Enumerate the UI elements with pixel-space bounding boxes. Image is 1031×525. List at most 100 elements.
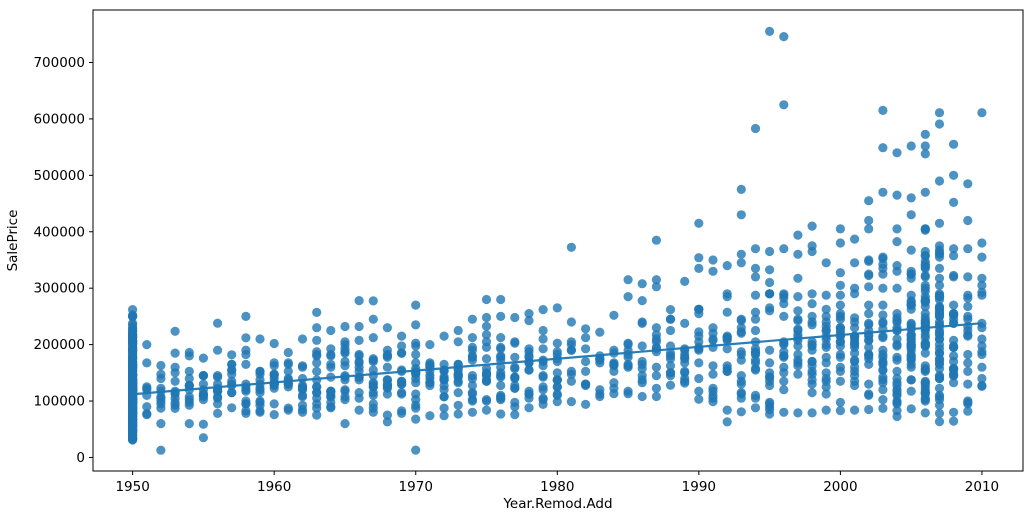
- data-point: [411, 320, 421, 330]
- data-point: [326, 402, 336, 412]
- data-point: [552, 338, 562, 348]
- data-point: [793, 316, 803, 326]
- data-point: [835, 406, 846, 416]
- data-point: [467, 333, 477, 343]
- data-point: [920, 141, 930, 151]
- data-point: [934, 354, 945, 364]
- y-tick-label: 400000: [33, 224, 85, 240]
- data-point: [184, 397, 194, 407]
- data-point: [708, 335, 718, 345]
- data-point: [934, 320, 945, 330]
- data-point: [510, 337, 520, 347]
- data-point: [934, 390, 945, 400]
- data-point: [821, 317, 831, 327]
- data-point: [963, 314, 973, 324]
- data-point: [481, 330, 492, 340]
- data-point: [949, 351, 959, 361]
- data-point: [934, 252, 945, 262]
- data-point: [595, 355, 605, 365]
- data-point: [453, 325, 463, 336]
- data-point: [694, 358, 704, 368]
- data-point: [510, 372, 520, 382]
- data-point: [680, 318, 690, 328]
- data-point: [496, 294, 506, 305]
- data-point: [892, 411, 902, 422]
- data-point: [269, 338, 279, 349]
- data-point: [934, 373, 945, 384]
- data-point: [892, 224, 902, 234]
- data-point: [510, 312, 520, 323]
- data-point: [977, 273, 987, 283]
- y-tick-label: 600000: [33, 111, 85, 127]
- data-point: [397, 348, 407, 358]
- data-point: [977, 280, 987, 290]
- data-point: [538, 334, 548, 344]
- data-point: [906, 296, 916, 306]
- data-point: [128, 385, 138, 395]
- data-point: [595, 389, 605, 399]
- data-point: [283, 366, 293, 376]
- data-point: [906, 245, 916, 255]
- data-point: [524, 347, 534, 357]
- data-point: [368, 378, 378, 388]
- data-point: [963, 330, 973, 340]
- data-point: [382, 375, 392, 385]
- data-point: [425, 358, 435, 368]
- data-point: [793, 408, 803, 418]
- data-point: [878, 254, 888, 264]
- data-point: [354, 335, 364, 345]
- x-tick-label: 1960: [257, 479, 291, 495]
- y-axis-label: SalePrice: [5, 210, 21, 272]
- data-point: [708, 361, 718, 371]
- data-point: [722, 366, 732, 376]
- data-point: [934, 364, 945, 374]
- data-point: [835, 268, 846, 278]
- data-point: [651, 391, 662, 402]
- x-tick-label: 1970: [399, 479, 433, 495]
- data-point: [297, 404, 308, 415]
- data-point: [934, 263, 945, 273]
- data-point: [354, 393, 364, 403]
- data-point: [566, 369, 577, 379]
- data-point: [906, 266, 916, 276]
- data-point: [566, 242, 577, 252]
- data-point: [949, 310, 959, 320]
- data-point: [779, 368, 789, 378]
- data-point: [637, 318, 647, 328]
- data-point: [821, 342, 831, 352]
- data-point: [581, 379, 591, 389]
- data-point: [850, 348, 860, 358]
- data-point: [878, 375, 888, 385]
- data-point: [779, 100, 789, 110]
- data-point: [326, 359, 336, 369]
- data-point: [750, 263, 761, 273]
- data-point: [496, 409, 506, 419]
- data-point: [934, 309, 945, 319]
- data-point: [750, 123, 761, 134]
- data-point: [708, 323, 718, 333]
- data-point: [651, 235, 662, 245]
- data-point: [128, 361, 138, 371]
- data-point: [878, 403, 888, 413]
- data-point: [722, 307, 732, 317]
- data-point: [255, 375, 265, 385]
- data-point: [736, 407, 746, 417]
- data-point: [524, 389, 534, 399]
- data-point: [892, 399, 902, 409]
- data-point: [354, 321, 364, 332]
- y-tick-label: 300000: [33, 281, 85, 297]
- data-point: [850, 355, 860, 365]
- data-point: [312, 358, 322, 368]
- data-point: [906, 351, 916, 361]
- data-point: [368, 354, 378, 364]
- data-point: [850, 258, 860, 268]
- data-point: [241, 386, 251, 396]
- data-point: [439, 331, 449, 341]
- data-point: [934, 273, 945, 283]
- data-point: [963, 244, 973, 254]
- data-point: [807, 388, 817, 398]
- data-point: [736, 184, 746, 194]
- data-point: [864, 300, 874, 310]
- x-axis-ticks: 1950 1960 1970 1980 1990 2000 2010: [115, 471, 999, 495]
- data-point: [283, 403, 293, 413]
